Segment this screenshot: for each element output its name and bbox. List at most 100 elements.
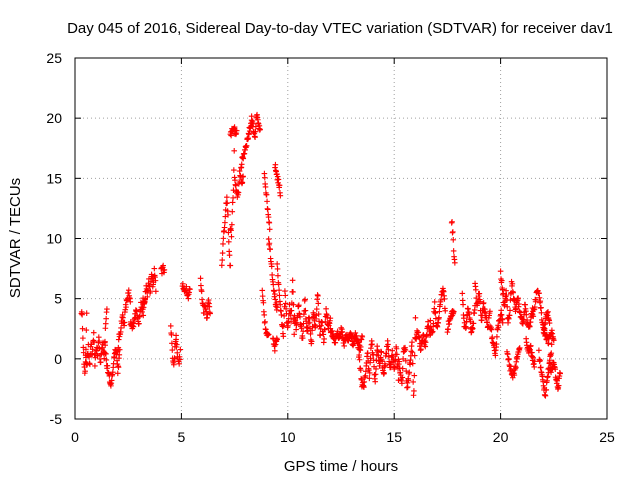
y-tick-label: -5 <box>50 411 63 427</box>
data-point <box>308 338 315 345</box>
data-point <box>123 304 129 310</box>
data-point <box>198 288 205 295</box>
y-tick-label: 10 <box>46 231 62 247</box>
data-point <box>497 268 504 275</box>
data-point <box>498 277 505 284</box>
chart-title: Day 045 of 2016, Sidereal Day-to-day VTE… <box>67 20 613 37</box>
data-point <box>275 176 282 183</box>
data-point <box>480 300 487 306</box>
data-point <box>531 358 538 365</box>
data-point <box>274 304 280 311</box>
data-point <box>261 312 268 318</box>
data-point <box>378 349 385 356</box>
data-point <box>551 337 557 344</box>
data-point <box>399 365 406 372</box>
data-point <box>493 341 500 347</box>
data-point <box>319 319 325 326</box>
data-point <box>297 314 303 320</box>
data-point <box>542 392 549 399</box>
data-point <box>264 198 270 205</box>
data-point <box>121 319 128 326</box>
data-point <box>373 366 379 372</box>
data-point <box>364 350 371 356</box>
data-point <box>359 334 366 340</box>
data-point <box>516 301 522 307</box>
data-point <box>548 341 555 348</box>
data-point <box>557 370 563 377</box>
data-point <box>460 301 466 308</box>
data-point <box>253 123 259 130</box>
data-point <box>452 260 458 266</box>
data-point <box>120 314 126 321</box>
data-point <box>470 320 477 327</box>
data-point <box>409 349 416 356</box>
data-point <box>275 272 281 279</box>
data-point <box>263 191 270 198</box>
data-point <box>127 298 134 305</box>
data-point <box>361 379 368 385</box>
data-point <box>144 294 151 300</box>
data-point <box>82 368 88 375</box>
data-point <box>274 171 280 177</box>
data-point <box>274 336 280 343</box>
data-point <box>265 236 272 242</box>
data-point <box>382 362 389 369</box>
data-point <box>412 315 419 321</box>
data-point <box>103 351 109 357</box>
data-point <box>115 364 122 370</box>
data-point <box>114 370 121 377</box>
data-point <box>406 369 413 376</box>
data-point <box>366 375 373 382</box>
data-point <box>152 277 159 284</box>
data-point <box>239 179 246 186</box>
data-point <box>396 358 403 365</box>
data-point <box>404 384 410 391</box>
x-tick-labels: 0 5 10 15 20 25 <box>71 429 615 445</box>
data-point <box>206 303 213 310</box>
data-point <box>83 310 90 317</box>
data-point <box>277 192 284 199</box>
data-point <box>367 355 374 362</box>
data-point <box>280 333 287 340</box>
data-point <box>203 308 210 315</box>
data-point <box>356 339 362 346</box>
data-point <box>366 367 372 373</box>
data-point <box>315 293 321 299</box>
data-point <box>537 357 543 364</box>
data-point <box>339 329 346 335</box>
x-axis-label: GPS time / hours <box>284 458 398 475</box>
data-point <box>274 173 281 180</box>
data-point <box>402 347 409 353</box>
data-point <box>122 306 129 313</box>
data-point <box>140 312 147 319</box>
data-point <box>341 343 348 349</box>
data-point <box>317 332 324 339</box>
data-point <box>449 219 455 225</box>
data-point <box>102 342 108 348</box>
data-point <box>313 306 320 312</box>
data-point <box>391 364 398 371</box>
data-point <box>139 309 145 315</box>
data-point <box>266 220 273 226</box>
data-point <box>238 161 245 168</box>
data-point <box>296 302 302 308</box>
data-point <box>541 326 548 332</box>
data-point <box>110 369 116 375</box>
data-point <box>431 299 438 305</box>
data-point <box>261 174 268 181</box>
data-point <box>492 352 499 359</box>
data-point <box>538 310 545 316</box>
data-point <box>500 290 507 297</box>
data-point <box>80 335 86 341</box>
data-point <box>89 346 96 353</box>
data-point <box>229 208 236 215</box>
y-tick-label: 5 <box>54 291 62 307</box>
data-point <box>271 288 277 294</box>
data-point <box>549 330 556 337</box>
data-point <box>274 266 281 272</box>
data-point <box>355 344 362 351</box>
data-point <box>545 373 551 380</box>
data-point <box>240 173 246 180</box>
data-point <box>97 359 104 365</box>
data-point <box>225 239 232 245</box>
